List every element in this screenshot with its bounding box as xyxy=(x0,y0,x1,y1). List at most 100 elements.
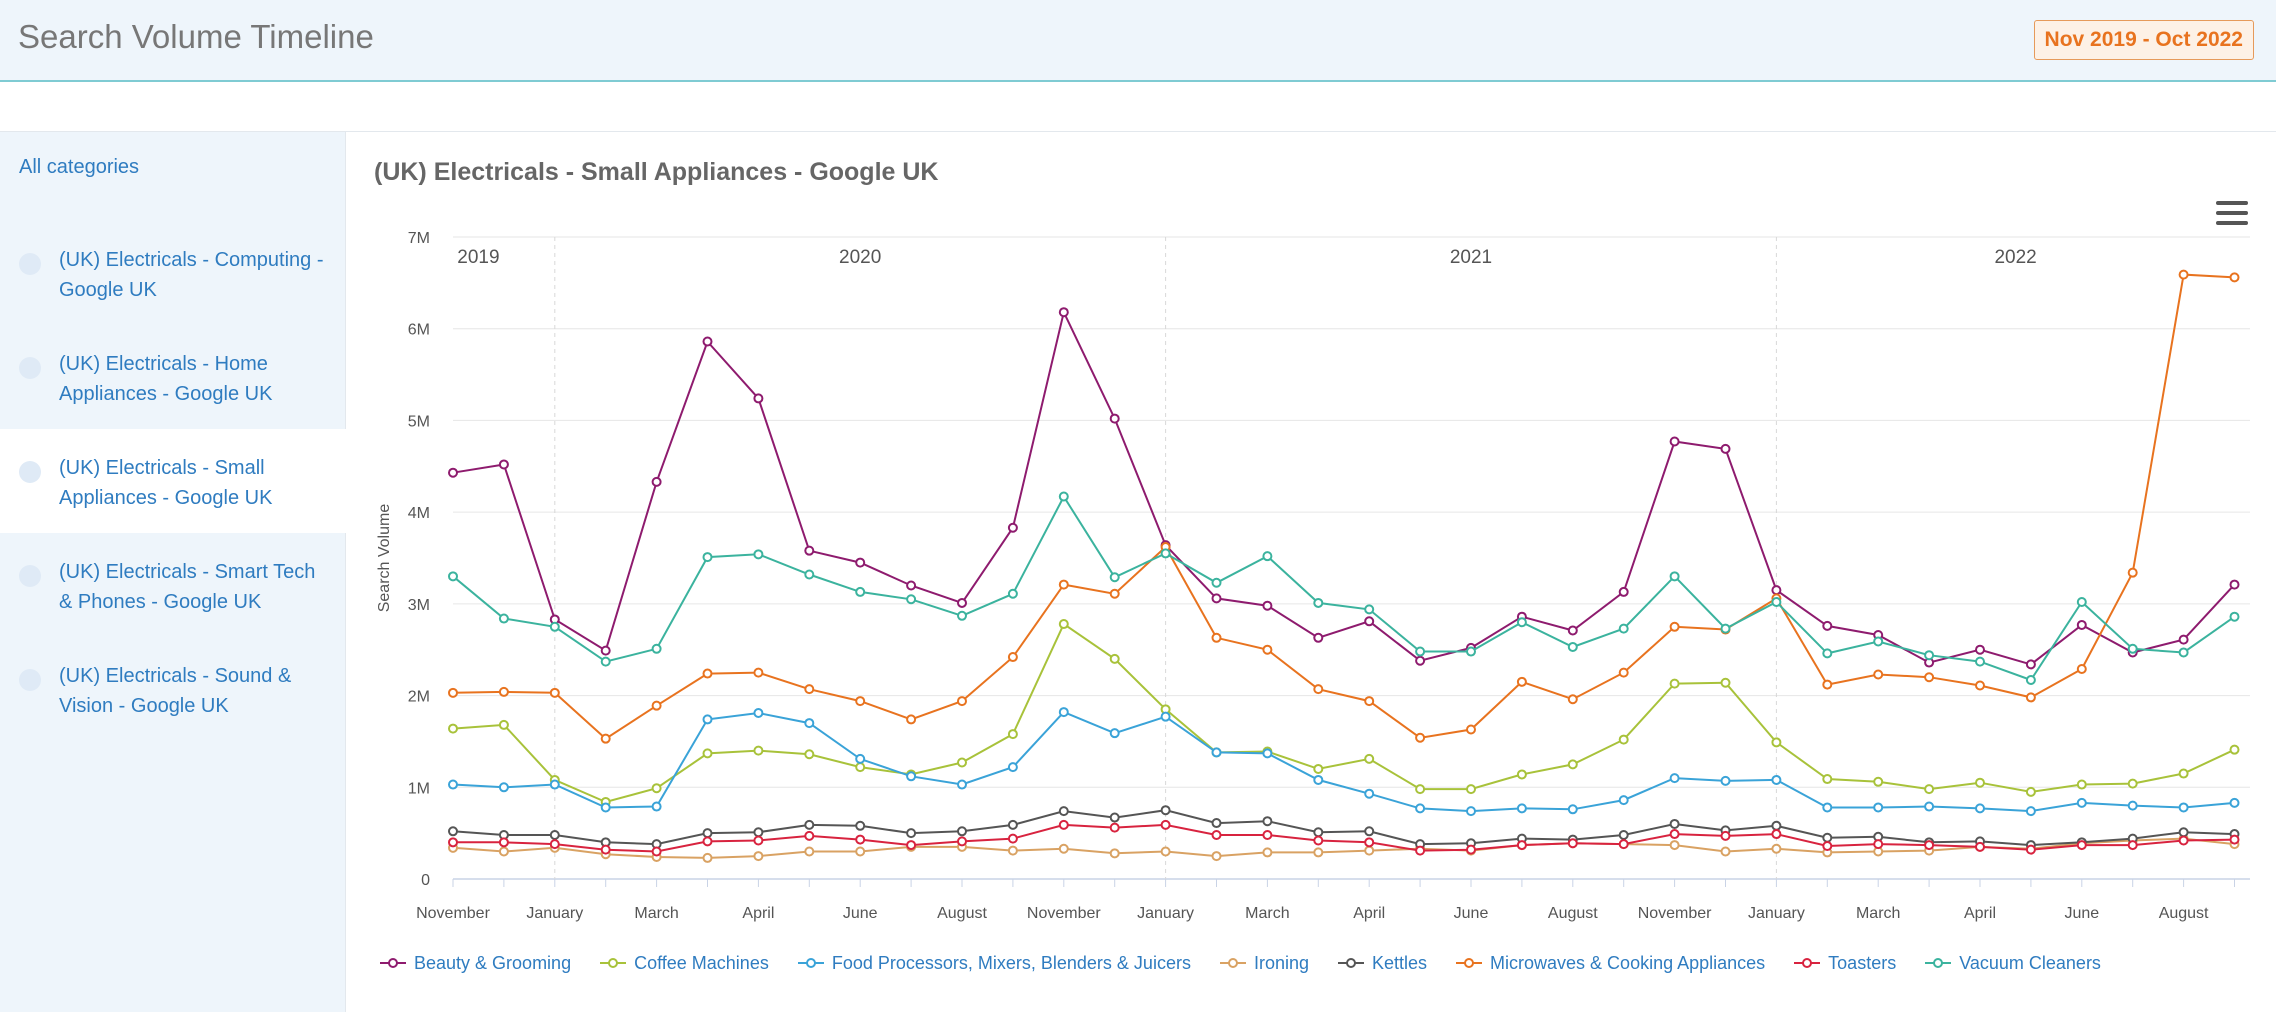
data-point[interactable] xyxy=(1567,804,1578,815)
data-point[interactable] xyxy=(1211,632,1222,643)
data-point[interactable] xyxy=(2025,659,2036,670)
data-point[interactable] xyxy=(753,549,764,560)
sidebar-item-smart-tech[interactable]: (UK) Electricals - Smart Tech & Phones -… xyxy=(0,533,345,637)
data-point[interactable] xyxy=(2127,778,2138,789)
data-point[interactable] xyxy=(2076,597,2087,608)
data-point[interactable] xyxy=(1007,588,1018,599)
data-point[interactable] xyxy=(600,844,611,855)
data-point[interactable] xyxy=(549,829,560,840)
data-point[interactable] xyxy=(1669,818,1680,829)
data-point[interactable] xyxy=(1313,835,1324,846)
data-point[interactable] xyxy=(855,762,866,773)
legend-item[interactable]: Ironing xyxy=(1219,953,1309,974)
data-point[interactable] xyxy=(1924,650,1935,661)
data-point[interactable] xyxy=(1160,819,1171,830)
data-point[interactable] xyxy=(1109,812,1120,823)
data-point[interactable] xyxy=(855,557,866,568)
sidebar-item-sound-vision[interactable]: (UK) Electricals - Sound & Vision - Goog… xyxy=(0,637,345,741)
all-categories-link[interactable]: All categories xyxy=(19,156,140,178)
data-point[interactable] xyxy=(906,714,917,725)
data-point[interactable] xyxy=(1669,829,1680,840)
data-point[interactable] xyxy=(549,687,560,698)
data-point[interactable] xyxy=(1211,818,1222,829)
data-point[interactable] xyxy=(753,827,764,838)
data-point[interactable] xyxy=(1516,840,1527,851)
data-point[interactable] xyxy=(448,826,458,837)
data-point[interactable] xyxy=(1007,652,1018,663)
data-point[interactable] xyxy=(1262,644,1273,655)
data-point[interactable] xyxy=(549,621,560,632)
data-point[interactable] xyxy=(448,687,458,698)
data-point[interactable] xyxy=(1007,729,1018,740)
data-point[interactable] xyxy=(1567,694,1578,705)
data-point[interactable] xyxy=(906,580,917,591)
data-point[interactable] xyxy=(1160,711,1171,722)
data-point[interactable] xyxy=(1516,769,1527,780)
data-point[interactable] xyxy=(498,613,509,624)
data-point[interactable] xyxy=(2178,802,2189,813)
data-point[interactable] xyxy=(1618,734,1629,745)
data-point[interactable] xyxy=(1822,802,1833,813)
data-point[interactable] xyxy=(702,748,713,759)
data-point[interactable] xyxy=(600,802,611,813)
data-point[interactable] xyxy=(549,839,560,850)
data-point[interactable] xyxy=(1262,600,1273,611)
data-point[interactable] xyxy=(1618,667,1629,678)
data-point[interactable] xyxy=(804,749,815,760)
data-point[interactable] xyxy=(855,834,866,845)
data-point[interactable] xyxy=(1822,620,1833,631)
hamburger-menu-icon[interactable] xyxy=(2216,201,2248,227)
data-point[interactable] xyxy=(1415,732,1426,743)
data-point[interactable] xyxy=(1720,623,1731,634)
data-point[interactable] xyxy=(1618,623,1629,634)
data-point[interactable] xyxy=(1313,827,1324,838)
data-point[interactable] xyxy=(1669,436,1680,447)
data-point[interactable] xyxy=(753,835,764,846)
data-point[interactable] xyxy=(448,723,458,734)
data-point[interactable] xyxy=(906,840,917,851)
data-point[interactable] xyxy=(498,782,509,793)
data-point[interactable] xyxy=(2025,692,2036,703)
data-point[interactable] xyxy=(2076,619,2087,630)
data-point[interactable] xyxy=(1466,646,1476,657)
sidebar-item-home-appliances[interactable]: (UK) Electricals - Home Appliances - Goo… xyxy=(0,325,345,429)
data-point[interactable] xyxy=(1262,829,1273,840)
data-point[interactable] xyxy=(1007,819,1018,830)
data-point[interactable] xyxy=(702,828,713,839)
data-point[interactable] xyxy=(855,820,866,831)
data-point[interactable] xyxy=(906,828,917,839)
data-point[interactable] xyxy=(448,837,458,848)
data-point[interactable] xyxy=(1669,773,1680,784)
data-point[interactable] xyxy=(1567,625,1578,636)
data-point[interactable] xyxy=(957,779,967,790)
data-point[interactable] xyxy=(1313,774,1324,785)
data-point[interactable] xyxy=(498,846,509,857)
data-point[interactable] xyxy=(1262,551,1273,562)
data-point[interactable] xyxy=(1975,841,1985,852)
data-point[interactable] xyxy=(2178,634,2189,645)
data-point[interactable] xyxy=(1364,826,1375,837)
data-point[interactable] xyxy=(1415,646,1426,657)
data-point[interactable] xyxy=(1211,593,1222,604)
legend-item[interactable]: Food Processors, Mixers, Blenders & Juic… xyxy=(797,953,1191,974)
data-point[interactable] xyxy=(1822,774,1833,785)
data-point[interactable] xyxy=(1720,677,1731,688)
data-point[interactable] xyxy=(1669,678,1680,689)
data-point[interactable] xyxy=(1975,680,1985,691)
data-point[interactable] xyxy=(957,836,967,847)
data-point[interactable] xyxy=(2178,827,2189,838)
data-point[interactable] xyxy=(1924,840,1935,851)
data-point[interactable] xyxy=(2127,840,2138,851)
data-point[interactable] xyxy=(2178,269,2189,280)
date-range-badge[interactable]: Nov 2019 - Oct 2022 xyxy=(2033,20,2254,60)
data-point[interactable] xyxy=(651,700,662,711)
data-point[interactable] xyxy=(957,696,967,707)
data-point[interactable] xyxy=(2076,797,2087,808)
legend-item[interactable]: Beauty & Grooming xyxy=(380,953,571,974)
data-point[interactable] xyxy=(804,718,815,729)
data-point[interactable] xyxy=(1364,837,1375,848)
data-point[interactable] xyxy=(1364,616,1375,627)
data-point[interactable] xyxy=(1007,845,1018,856)
data-point[interactable] xyxy=(1364,696,1375,707)
data-point[interactable] xyxy=(448,779,458,790)
